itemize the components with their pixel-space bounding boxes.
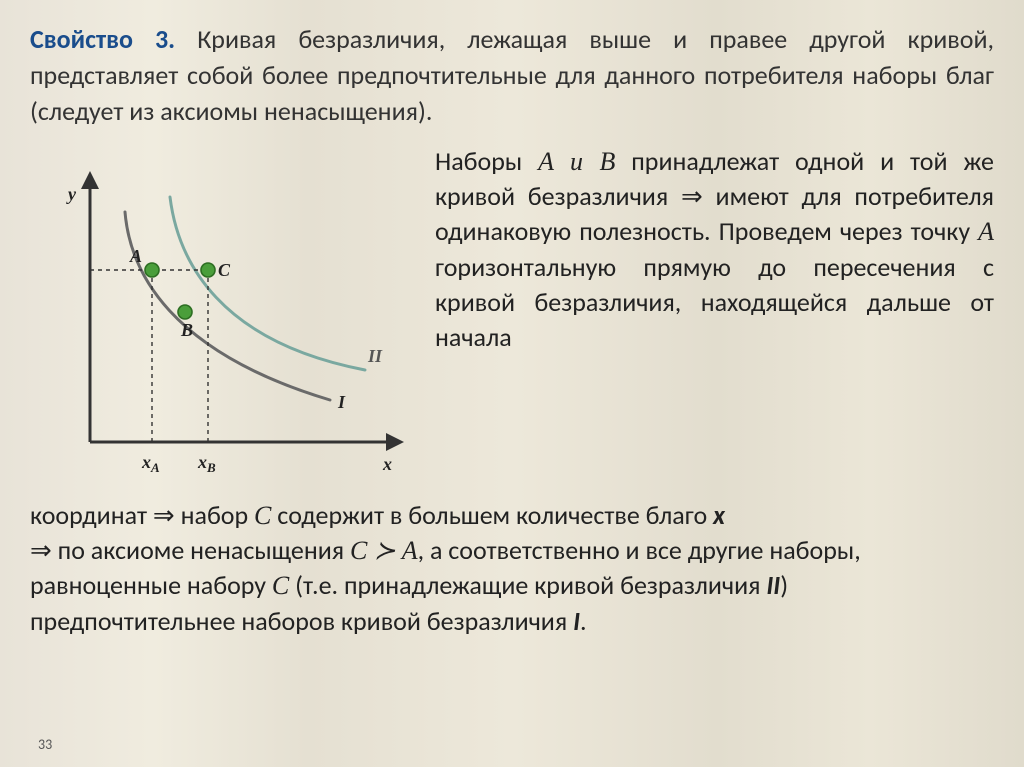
svg-text:A: A [129, 246, 142, 266]
svg-text:C: C [218, 260, 231, 280]
heading-text: Кривая безразличия, лежащая выше и праве… [30, 23, 994, 127]
page-number: 33 [38, 736, 52, 753]
bt-i: I [573, 605, 580, 637]
bt-2: содержит в большем количестве благо [271, 499, 713, 531]
bt-succ: ≻ [367, 536, 401, 565]
svg-text:xA: xA [141, 452, 160, 475]
svg-text:y: y [66, 184, 77, 204]
svg-text:B: B [180, 320, 193, 340]
mid-row: yxABCIIIxAxB Наборы A и B принадлежат од… [30, 144, 994, 492]
chart-column: yxABCIIIxAxB [30, 144, 415, 492]
svg-text:xB: xB [197, 452, 216, 475]
bt-ii: II [766, 569, 780, 601]
bt-c3: C [272, 571, 289, 600]
svg-text:I: I [337, 392, 346, 412]
bt-c2: C [350, 536, 367, 565]
indifference-curves-chart: yxABCIIIxAxB [30, 152, 415, 492]
rt-math-ab: A и B [538, 147, 615, 176]
bt-5: (т.е. принадлежащие кривой безразличия [289, 569, 766, 601]
rt-math-a: A [978, 217, 994, 246]
svg-text:II: II [367, 346, 383, 366]
right-text-block: Наборы A и B принадлежат одной и той же … [435, 144, 994, 492]
bt-a: A [402, 536, 418, 565]
bt-7: . [580, 605, 587, 637]
heading-label: Свойство 3. [30, 23, 175, 55]
svg-text:x: x [382, 454, 392, 474]
rt-1: Наборы [435, 145, 538, 177]
rt-3: горизонтальную прямую до пересечения с к… [435, 251, 994, 354]
bt-1: координат ⇒ набор [30, 499, 254, 531]
heading-paragraph: Свойство 3. Кривая безразличия, лежащая … [30, 22, 994, 130]
bt-c: C [254, 501, 271, 530]
bt-3: ⇒ по аксиоме ненасыщения [30, 534, 350, 566]
bottom-text-block: координат ⇒ набор C содержит в большем к… [30, 498, 994, 638]
bt-x: x [713, 499, 725, 531]
